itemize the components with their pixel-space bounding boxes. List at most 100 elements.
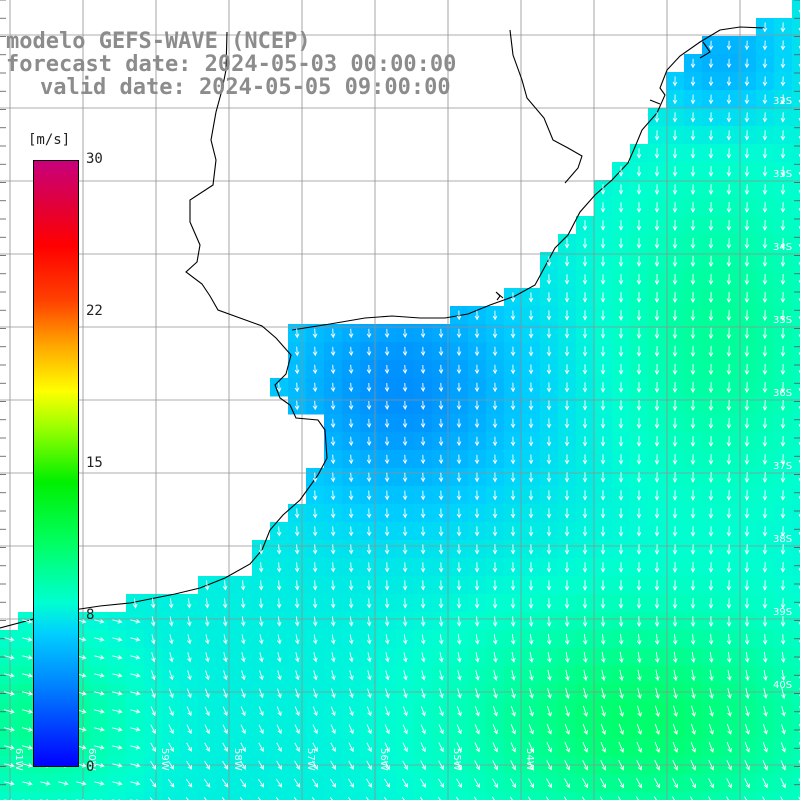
wind-arrow [672, 508, 678, 519]
wind-arrow [420, 562, 426, 573]
wind-cell [792, 774, 800, 793]
wind-cell [792, 792, 800, 800]
wind-arrow [762, 562, 768, 573]
wind-arrow [690, 148, 696, 159]
wind-arrow [330, 400, 336, 411]
wind-arrow [744, 526, 750, 537]
wind-arrow [474, 382, 480, 393]
wind-arrow [600, 741, 606, 753]
wind-arrow [618, 382, 624, 393]
wind-cell [792, 450, 800, 469]
wind-arrow [762, 796, 765, 800]
wind-arrow [511, 652, 516, 663]
wind-arrow [366, 490, 372, 501]
wind-arrow [312, 472, 318, 483]
wind-arrow [474, 490, 480, 501]
wind-arrow [780, 327, 786, 339]
wind-arrow [654, 526, 660, 537]
wind-arrow [745, 705, 750, 717]
wind-arrow [456, 562, 462, 573]
wind-arrow [563, 796, 567, 800]
wind-arrow [130, 709, 141, 714]
wind-arrow [726, 291, 732, 304]
wind-arrow [672, 633, 678, 646]
wind-arrow [636, 364, 642, 375]
wind-cell [90, 792, 109, 800]
wind-arrow [130, 781, 141, 786]
wind-arrow [690, 76, 696, 87]
wind-arrow [492, 760, 498, 771]
wind-arrow [582, 418, 588, 429]
wind-arrow [690, 130, 696, 141]
wind-arrow [762, 742, 768, 753]
wind-arrow [564, 633, 570, 645]
wind-arrow [582, 490, 588, 501]
wind-arrow [330, 544, 336, 555]
wind-arrow [149, 797, 153, 800]
wind-arrow [708, 166, 714, 177]
wind-arrow [510, 705, 516, 717]
wind-arrow [762, 472, 768, 483]
wind-arrow [618, 220, 624, 231]
wind-arrow [205, 634, 210, 645]
wind-arrow [402, 328, 408, 339]
wind-arrow [348, 616, 354, 627]
wind-arrow [726, 544, 732, 555]
wind-cell [792, 414, 800, 433]
wind-cell [792, 432, 800, 451]
wind-arrow [636, 454, 642, 465]
wind-arrow [222, 742, 228, 752]
wind-cell [576, 792, 595, 800]
wind-arrow [618, 454, 624, 465]
wind-arrow [690, 112, 696, 123]
wind-arrow [258, 778, 265, 788]
wind-arrow [402, 598, 408, 609]
wind-arrow [312, 490, 318, 501]
wind-cell [792, 90, 800, 109]
wind-arrow [456, 346, 462, 357]
wind-arrow [493, 669, 498, 681]
wind-cell [36, 792, 55, 800]
latitude-label: 36S [773, 388, 792, 399]
wind-arrow [672, 237, 678, 249]
wind-arrow [294, 778, 301, 788]
wind-arrow [672, 148, 678, 159]
wind-arrow [510, 724, 516, 735]
wind-cell [792, 252, 800, 271]
wind-arrow [3, 673, 15, 678]
wind-arrow [473, 796, 477, 800]
wind-cell [594, 792, 613, 800]
wind-cell [792, 288, 800, 307]
wind-arrow [348, 436, 354, 447]
wind-arrow [672, 597, 678, 609]
wind-arrow [456, 436, 462, 447]
wind-arrow [528, 508, 534, 519]
wind-arrow [762, 76, 768, 87]
wind-arrow [295, 670, 300, 681]
wind-arrow [240, 724, 246, 735]
wind-arrow [222, 760, 228, 770]
wind-arrow [672, 615, 678, 627]
wind-arrow [312, 724, 318, 735]
wind-arrow [763, 705, 768, 717]
wind-arrow [402, 364, 408, 374]
wind-arrow [528, 633, 534, 645]
wind-arrow [618, 274, 624, 285]
wind-arrow [94, 763, 105, 768]
wind-arrow [708, 112, 714, 123]
wind-arrow [762, 345, 768, 358]
wind-arrow [709, 705, 714, 718]
wind-arrow [402, 526, 408, 537]
wind-arrow [762, 148, 768, 159]
wind-arrow [654, 454, 660, 465]
wind-arrow [744, 309, 750, 322]
wind-arrow [402, 508, 408, 519]
wind-arrow [636, 238, 642, 249]
wind-arrow [329, 796, 333, 800]
wind-arrow [130, 745, 141, 750]
wind-arrow [726, 381, 732, 394]
wind-cell [792, 702, 800, 721]
wind-arrow [474, 634, 480, 645]
wind-arrow [726, 651, 732, 664]
wind-arrow [241, 634, 246, 645]
